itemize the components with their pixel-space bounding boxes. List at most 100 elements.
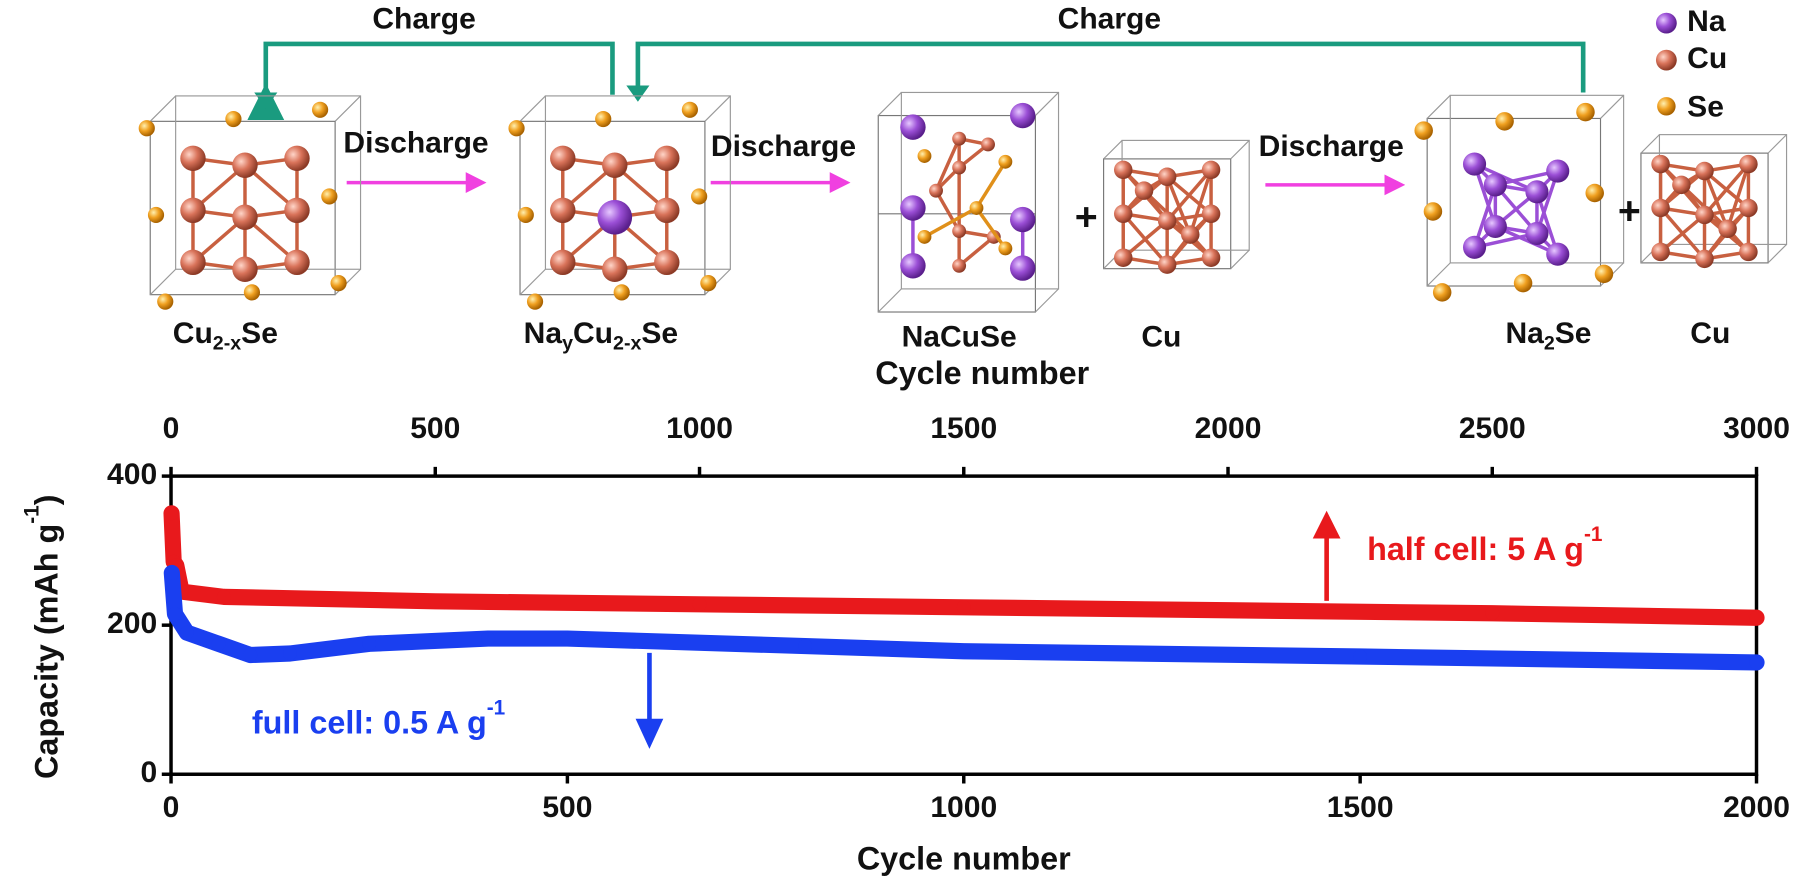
- data-point: [1749, 655, 1764, 670]
- formula-part: Se: [641, 317, 678, 350]
- legend-label: Se: [1687, 91, 1724, 124]
- atom: [508, 120, 525, 137]
- cell-edge: [877, 92, 902, 116]
- atom: [952, 131, 967, 146]
- discharge-label: Discharge: [1259, 130, 1404, 163]
- cell-edge: [1767, 134, 1787, 154]
- arrow-head: [1312, 510, 1341, 539]
- data-point: [956, 600, 971, 615]
- atom: [1651, 198, 1670, 218]
- formula-part: Cu: [1690, 317, 1730, 350]
- atom: [550, 197, 576, 224]
- cell-edge: [149, 120, 336, 296]
- atom: [284, 197, 310, 224]
- atom: [952, 160, 967, 175]
- x-tick-label: 2000: [1723, 791, 1790, 824]
- data-point: [1221, 603, 1235, 618]
- atom: [1695, 205, 1714, 225]
- atom: [1113, 248, 1133, 267]
- atom: [1432, 283, 1452, 302]
- data-point: [560, 631, 575, 646]
- arrow-head: [626, 85, 650, 102]
- cell-edge: [1767, 244, 1787, 264]
- legend-label: Cu: [1687, 42, 1727, 75]
- data-point: [956, 644, 971, 659]
- cell-edge: [149, 268, 177, 296]
- atom: [1576, 102, 1595, 122]
- cell-edge: [1230, 249, 1250, 270]
- formula-part: Cu: [173, 317, 213, 350]
- cell-edge: [1426, 94, 1451, 119]
- atom: [1594, 264, 1614, 284]
- atom: [1695, 249, 1714, 269]
- atom: [180, 249, 206, 276]
- atom: [1695, 161, 1714, 181]
- atom: [232, 204, 258, 230]
- charge-label: Charge: [372, 3, 475, 36]
- atom: [225, 110, 242, 128]
- data-point: [1485, 606, 1500, 621]
- y-tick-label: 200: [107, 607, 157, 640]
- cell-edge: [1035, 288, 1059, 313]
- atom: [1181, 225, 1200, 244]
- formula-part: Se: [1555, 317, 1592, 350]
- atom: [900, 114, 926, 140]
- discharge-label: Discharge: [711, 130, 856, 163]
- formula-part: Na: [524, 317, 563, 350]
- cell-edge: [519, 95, 546, 122]
- bond: [1703, 162, 1750, 217]
- atom: [1009, 206, 1036, 233]
- cell-edge: [704, 95, 731, 122]
- cell-edge: [900, 91, 1060, 290]
- atom: [517, 206, 534, 224]
- charge-bracket: [247, 41, 615, 121]
- label-text: Capacity (mAh g: [28, 524, 64, 779]
- x2-tick-label: 1500: [930, 412, 997, 445]
- atom: [917, 229, 932, 244]
- atom: [330, 275, 347, 292]
- data-point: [179, 625, 194, 640]
- atom: [1546, 159, 1570, 183]
- formula-part: Na: [1505, 317, 1544, 350]
- data-point: [428, 594, 443, 609]
- atom: [1651, 154, 1670, 174]
- cell-edge: [1449, 94, 1625, 264]
- arrow-head: [254, 92, 278, 109]
- atom: [1201, 248, 1221, 267]
- x2-axis-label: Cycle number: [875, 355, 1089, 391]
- atom: [1134, 181, 1154, 200]
- cell-edge: [175, 95, 362, 270]
- crystal: [1414, 94, 1625, 302]
- atom: [602, 152, 628, 178]
- annotation: full cell: 0.5 A g-1: [252, 696, 505, 740]
- cell-edge: [334, 95, 361, 122]
- bond: [1188, 169, 1213, 236]
- bond: [934, 137, 961, 192]
- legend-cu: [1655, 49, 1677, 71]
- atom: [998, 241, 1013, 256]
- data-point: [692, 597, 707, 612]
- plus: +: [1075, 195, 1098, 239]
- data-point: [1749, 610, 1764, 625]
- bond: [1165, 168, 1213, 222]
- subscript: 2-x: [213, 333, 241, 355]
- data-point: [164, 566, 179, 580]
- atom: [1201, 204, 1221, 224]
- atom: [969, 201, 984, 215]
- x-axis-label: Cycle number: [857, 840, 1071, 876]
- y-tick-label: 0: [140, 756, 157, 789]
- x-tick-label: 0: [163, 791, 180, 824]
- x-tick-label: 1500: [1327, 791, 1394, 824]
- formula-label: Cu: [1141, 321, 1181, 354]
- data-point: [164, 506, 179, 521]
- atom: [243, 284, 261, 301]
- y-axis-label: Capacity (mAh g-1): [20, 494, 64, 778]
- atom: [1546, 242, 1570, 266]
- label-text: half cell: 5 A g: [1367, 531, 1584, 567]
- subscript: y: [562, 333, 573, 355]
- cell-edge: [1426, 262, 1451, 287]
- bond: [958, 235, 995, 268]
- cell-edge: [1640, 134, 1660, 154]
- atom: [550, 145, 576, 172]
